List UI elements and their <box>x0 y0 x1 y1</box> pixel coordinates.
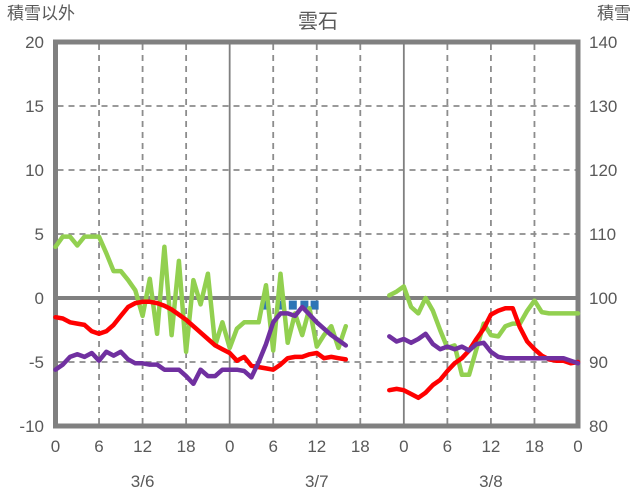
purple-line <box>53 304 581 387</box>
left-axis-tick-label: 0 <box>35 289 44 308</box>
right-axis-title: 積雪 <box>597 4 631 23</box>
snowfall-bars <box>310 300 319 310</box>
left-axis-tick-label: 20 <box>25 33 44 52</box>
plot-border <box>53 39 581 429</box>
left-axis-tick-label: -10 <box>19 417 44 436</box>
left-axis-tick-label: 5 <box>35 225 44 244</box>
snowfall-bars <box>276 300 285 310</box>
left-axis-tick-label: 10 <box>25 161 44 180</box>
snowfall-bars <box>288 300 297 310</box>
x-axis-tick-label: 18 <box>177 437 196 456</box>
right-axis-tick-label: 130 <box>589 97 617 116</box>
x-axis-tick-label: 6 <box>443 437 452 456</box>
right-axis-tick-label: 140 <box>589 33 617 52</box>
x-axis-tick-label: 18 <box>351 437 370 456</box>
right-axis-tick-label: 90 <box>589 353 608 372</box>
left-axis-tick-label: -5 <box>29 353 44 372</box>
right-axis-tick-label: 100 <box>589 289 617 308</box>
left-axis-title: 積雪以外 <box>7 4 75 23</box>
right-axis-tick-label: 120 <box>589 161 617 180</box>
x-axis-day-label: 3/6 <box>131 472 155 491</box>
red-line <box>53 299 581 401</box>
x-axis-tick-label: 0 <box>51 437 60 456</box>
x-axis-tick-label: 6 <box>268 437 277 456</box>
right-axis-tick-label: 80 <box>589 417 608 436</box>
green-line <box>53 234 581 378</box>
x-axis-day-label: 3/8 <box>479 472 503 491</box>
x-axis-tick-label: 18 <box>525 437 544 456</box>
x-axis-day-label: 3/7 <box>305 472 329 491</box>
chart-title: 雲石 <box>298 11 338 33</box>
x-axis-tick-label: 12 <box>481 437 500 456</box>
x-axis-tick-label: 0 <box>399 437 408 456</box>
x-axis-tick-label: 12 <box>307 437 326 456</box>
x-axis-tick-label: 6 <box>94 437 103 456</box>
x-axis-tick-label: 0 <box>573 437 582 456</box>
x-axis-tick-label: 12 <box>133 437 152 456</box>
left-axis-tick-label: 15 <box>25 97 44 116</box>
right-axis-tick-label: 110 <box>589 225 616 244</box>
x-axis-tick-label: 0 <box>225 437 234 456</box>
snowfall-bars <box>300 300 309 310</box>
